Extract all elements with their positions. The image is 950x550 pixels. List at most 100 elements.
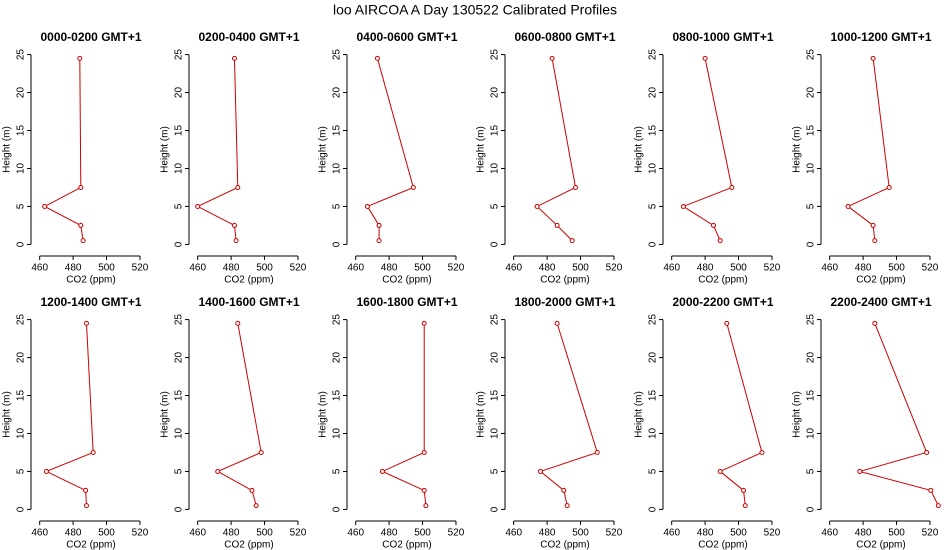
y-tick-label: 25 <box>16 49 27 61</box>
profile-point <box>554 222 560 228</box>
y-tick-label: 25 <box>490 49 501 61</box>
x-tick-label: 520 <box>132 528 149 539</box>
y-tick-label: 15 <box>648 125 659 137</box>
profile-point <box>376 222 382 228</box>
panel-title: 2200-2400 GMT+1 <box>830 295 931 309</box>
profile-point <box>564 503 570 509</box>
profile-point <box>83 320 89 326</box>
profile-point <box>215 468 221 474</box>
x-tick-label: 520 <box>764 263 781 274</box>
x-tick-label: 480 <box>855 528 872 539</box>
panel: 0000-0200 GMT+1 460 480 500 520 CO2 (ppm) 0 5 10… <box>2 30 149 285</box>
panel: 1000-1200 GMT+1 460 480 500 520 CO2 (ppm) 0 5 10… <box>792 30 939 285</box>
y-tick-label: 25 <box>174 49 185 61</box>
x-tick-label: 460 <box>505 528 522 539</box>
y-tick-label: 20 <box>174 87 185 99</box>
y-tick-label: 5 <box>648 203 659 209</box>
y-tick-label: 20 <box>174 352 185 364</box>
profile-point <box>549 55 555 61</box>
x-axis-label: CO2 (ppm) <box>540 275 589 286</box>
y-tick-label: 20 <box>648 352 659 364</box>
x-axis-label: CO2 (ppm) <box>698 275 747 286</box>
panel-title: 2000-2200 GMT+1 <box>672 295 773 309</box>
y-tick-label: 25 <box>332 314 343 326</box>
profile-point <box>376 238 382 244</box>
profile-point <box>374 55 380 61</box>
profile-point <box>253 503 259 509</box>
profile-point <box>741 487 747 493</box>
y-tick-label: 15 <box>174 390 185 402</box>
profile-line <box>857 323 939 506</box>
x-tick-label: 500 <box>730 263 747 274</box>
x-tick-label: 500 <box>98 263 115 274</box>
profile-line <box>536 58 577 241</box>
x-axis-label: CO2 (ppm) <box>856 540 905 550</box>
profile-point <box>90 449 96 455</box>
x-tick-label: 480 <box>539 528 556 539</box>
y-tick-label: 10 <box>490 427 501 439</box>
y-axis-label: Height (m) <box>160 126 171 173</box>
panel: 0400-0600 GMT+1 460 480 500 520 CO2 (ppm) 0 5 10… <box>318 30 465 285</box>
y-tick-label: 10 <box>332 427 343 439</box>
y-tick-label: 20 <box>490 87 501 99</box>
x-tick-label: 520 <box>290 528 307 539</box>
panel-title: 0400-0600 GMT+1 <box>356 30 457 44</box>
y-tick-label: 10 <box>806 162 817 174</box>
profile-point <box>231 55 237 61</box>
x-tick-label: 480 <box>381 263 398 274</box>
panel: 2000-2200 GMT+1 460 480 500 520 CO2 (ppm) 0 5 10… <box>634 295 781 550</box>
y-tick-label: 15 <box>648 390 659 402</box>
x-tick-label: 500 <box>256 263 273 274</box>
profile-point <box>258 449 264 455</box>
profile-point <box>710 222 716 228</box>
panel-title: 1200-1400 GMT+1 <box>40 295 141 309</box>
y-tick-label: 25 <box>648 314 659 326</box>
y-axis-label: Height (m) <box>634 126 645 173</box>
x-tick-label: 460 <box>189 528 206 539</box>
profile-line <box>847 58 890 241</box>
x-tick-label: 520 <box>922 263 939 274</box>
profile-point <box>537 468 543 474</box>
y-tick-label: 25 <box>490 314 501 326</box>
profile-point <box>870 222 876 228</box>
profile-point <box>83 487 89 493</box>
profile-point <box>872 320 878 326</box>
y-axis-label: Height (m) <box>792 391 803 438</box>
panel: 1600-1800 GMT+1 460 480 500 520 CO2 (ppm) 0 5 10… <box>318 295 465 550</box>
x-tick-label: 500 <box>572 263 589 274</box>
x-tick-label: 520 <box>132 263 149 274</box>
y-tick-label: 0 <box>648 506 659 512</box>
x-tick-label: 500 <box>256 528 273 539</box>
y-tick-label: 0 <box>490 241 501 247</box>
profile-point <box>573 184 579 190</box>
profile-line <box>719 323 763 506</box>
y-tick-label: 20 <box>490 352 501 364</box>
profile-point <box>924 449 930 455</box>
profile-point <box>379 468 385 474</box>
profile-point <box>80 238 86 244</box>
x-tick-label: 500 <box>414 263 431 274</box>
x-tick-label: 500 <box>888 528 905 539</box>
profile-point <box>77 55 83 61</box>
x-tick-label: 520 <box>606 263 623 274</box>
x-tick-label: 460 <box>505 263 522 274</box>
y-tick-label: 5 <box>490 203 501 209</box>
panel-title: 1400-1600 GMT+1 <box>198 295 299 309</box>
y-tick-label: 0 <box>174 506 185 512</box>
profile-point <box>928 487 934 493</box>
profile-point <box>717 468 723 474</box>
y-tick-label: 25 <box>806 49 817 61</box>
panel-title: 1000-1200 GMT+1 <box>830 30 931 44</box>
x-tick-label: 480 <box>855 263 872 274</box>
x-tick-label: 520 <box>290 263 307 274</box>
y-tick-label: 15 <box>16 125 27 137</box>
profile-line <box>539 323 598 506</box>
x-tick-label: 500 <box>414 528 431 539</box>
profile-line <box>196 58 239 241</box>
x-axis-label: CO2 (ppm) <box>66 275 115 286</box>
x-tick-label: 460 <box>821 528 838 539</box>
x-tick-label: 520 <box>764 528 781 539</box>
x-tick-label: 480 <box>539 263 556 274</box>
profile-point <box>872 238 878 244</box>
y-tick-label: 10 <box>332 162 343 174</box>
